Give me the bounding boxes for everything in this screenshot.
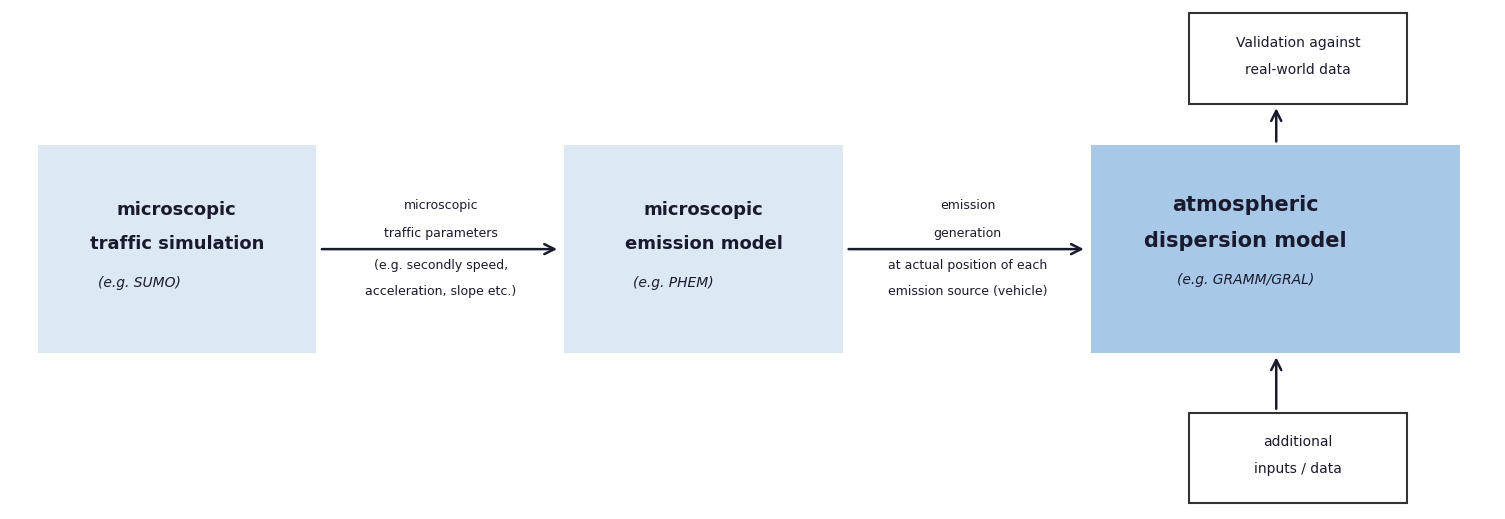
Text: acceleration, slope etc.): acceleration, slope etc.) <box>366 285 516 298</box>
Text: traffic simulation: traffic simulation <box>90 235 263 253</box>
Text: (e.g. PHEM): (e.g. PHEM) <box>634 276 713 290</box>
Text: (e.g. SUMO): (e.g. SUMO) <box>98 276 181 290</box>
Text: traffic parameters: traffic parameters <box>384 227 498 240</box>
Text: microscopic: microscopic <box>117 201 236 219</box>
FancyBboxPatch shape <box>38 145 316 353</box>
Text: (e.g. GRAMM/GRAL): (e.g. GRAMM/GRAL) <box>1177 274 1314 287</box>
Text: inputs / data: inputs / data <box>1254 462 1342 476</box>
Text: dispersion model: dispersion model <box>1144 231 1347 251</box>
Text: additional: additional <box>1263 435 1333 449</box>
Text: microscopic: microscopic <box>644 201 763 219</box>
Text: Validation against: Validation against <box>1236 36 1361 50</box>
FancyBboxPatch shape <box>564 145 843 353</box>
FancyBboxPatch shape <box>1189 413 1407 503</box>
Text: microscopic: microscopic <box>403 198 479 212</box>
FancyBboxPatch shape <box>1091 145 1460 353</box>
Text: (e.g. secondly speed,: (e.g. secondly speed, <box>373 259 509 272</box>
Text: at actual position of each: at actual position of each <box>888 259 1047 272</box>
Text: emission source (vehicle): emission source (vehicle) <box>888 285 1047 298</box>
Text: generation: generation <box>933 227 1002 240</box>
FancyBboxPatch shape <box>1189 13 1407 104</box>
Text: emission: emission <box>941 198 995 212</box>
Text: atmospheric: atmospheric <box>1172 195 1318 215</box>
Text: emission model: emission model <box>625 235 783 253</box>
Text: real-world data: real-world data <box>1245 63 1351 77</box>
